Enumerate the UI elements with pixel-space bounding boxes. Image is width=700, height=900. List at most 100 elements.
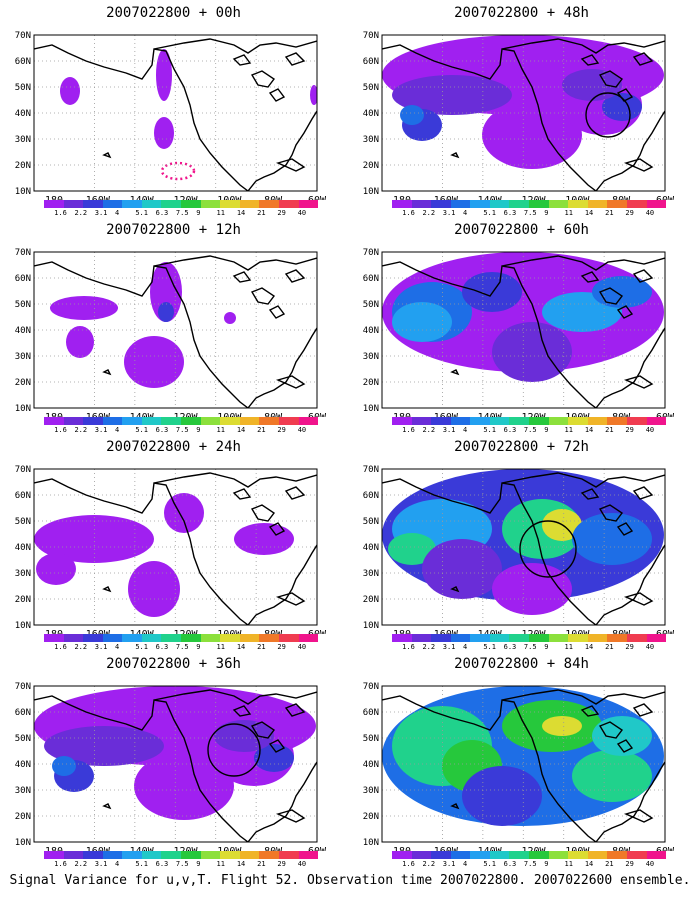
colorbar-swatch — [239, 200, 260, 208]
colorbar-swatch — [181, 851, 201, 859]
lon-label: 100W — [565, 629, 590, 634]
colorbar-label: 5.1 — [483, 209, 496, 217]
lat-label: 10N — [15, 838, 31, 848]
colorbar-label: 1.6 — [54, 426, 67, 434]
colorbar-label: 3.1 — [94, 426, 108, 434]
coastline — [284, 486, 306, 500]
colorbar-swatch — [431, 851, 451, 859]
lat-label: 10N — [363, 621, 379, 631]
lat-label: 50N — [15, 83, 31, 93]
coastline — [153, 472, 317, 488]
coastline — [623, 375, 654, 389]
colorbar-swatch — [122, 417, 142, 425]
colorbar-label: 40 — [297, 209, 307, 217]
colorbar-label: 2.2 — [422, 209, 436, 217]
colorbar-swatch — [450, 851, 471, 859]
coastline — [580, 488, 600, 500]
lat-label: 20N — [15, 595, 31, 605]
lon-label: 180 — [393, 412, 411, 417]
lon-label: 140W — [478, 846, 503, 851]
colorbar-label: 14 — [584, 209, 594, 217]
colorbar-label: 7.5 — [523, 209, 537, 217]
lat-label: 40N — [363, 760, 379, 770]
coastline — [501, 38, 665, 54]
colorbar-label: 21 — [257, 860, 266, 868]
lon-label: 100W — [565, 195, 590, 200]
coastline — [232, 271, 252, 283]
colorbar-label: 7.5 — [175, 426, 189, 434]
variance-blob — [422, 539, 502, 599]
coastline — [34, 261, 249, 408]
colorbar-swatch — [411, 417, 432, 425]
colorbar-swatch — [298, 851, 319, 859]
lat-label: 60N — [363, 491, 379, 501]
colorbar-swatch — [489, 417, 510, 425]
lon-label: 180 — [45, 195, 63, 200]
colorbar-swatch — [220, 200, 240, 208]
colorbar-label: 11 — [564, 209, 573, 217]
panel-title: 2007022800 + 60h — [454, 222, 589, 238]
colorbar-label: 21 — [605, 643, 614, 651]
colorbar-labels: 1.6 2.2 3.1 4 5.1 6.3 7.5 9 11 14 21 29 40 — [392, 426, 666, 436]
panel-title: 2007022800 + 12h — [106, 222, 241, 238]
coastline — [102, 803, 112, 810]
variance-blob — [164, 493, 204, 533]
colorbar-swatch — [298, 417, 319, 425]
variance-map: 70N 60N 50N 40N 30N 20N 10N 180 160W 140W 120W 100W… — [363, 465, 675, 634]
coastline — [580, 271, 600, 283]
coastline — [501, 255, 665, 271]
lon-label: 100W — [217, 846, 242, 851]
variance-blob — [602, 93, 642, 121]
colorbar-labels: 1.6 2.2 3.1 4 5.1 6.3 7.5 9 11 14 21 29 40 — [44, 860, 318, 870]
colorbar-labels: 1.6 2.2 3.1 4 5.1 6.3 7.5 9 11 14 21 29 40 — [392, 643, 666, 653]
colorbar-label: 3.1 — [94, 643, 108, 651]
colorbar-swatch — [529, 200, 549, 208]
colorbar-label: 3.1 — [442, 426, 456, 434]
coastline — [382, 695, 597, 842]
panel-title: 2007022800 + 24h — [106, 439, 241, 455]
panel-title: 2007022800 + 72h — [454, 439, 589, 455]
coastline — [616, 522, 634, 536]
lon-label: 160W — [86, 195, 111, 200]
colorbar-label: 6.3 — [155, 643, 169, 651]
lat-label: 20N — [363, 161, 379, 171]
colorbar-swatch — [587, 417, 608, 425]
colorbar-label: 11 — [564, 426, 573, 434]
colorbar-swatch — [411, 200, 432, 208]
colorbar-label: 9 — [196, 860, 201, 868]
colorbar-label: 1.6 — [54, 643, 67, 651]
colorbar-swatch — [63, 200, 84, 208]
colorbar-swatch — [450, 634, 471, 642]
colorbar-label: 7.5 — [175, 643, 189, 651]
colorbar-swatch — [278, 200, 299, 208]
coastline — [623, 158, 654, 172]
colorbar-label: 29 — [277, 209, 286, 217]
variance-blob — [254, 744, 294, 772]
lon-label: 140W — [130, 195, 155, 200]
colorbar-labels: 1.6 2.2 3.1 4 5.1 6.3 7.5 9 11 14 21 29 40 — [44, 209, 318, 219]
lon-label: 60W — [656, 846, 675, 851]
variance-blob — [492, 563, 572, 615]
lon-label: 180 — [393, 846, 411, 851]
variance-blob — [50, 296, 118, 320]
colorbar-swatch — [102, 634, 123, 642]
map-panel: 2007022800 + 60h 70N 60N 50N 40N 30N 20N 10N 180… — [350, 222, 690, 440]
lat-label: 10N — [15, 187, 31, 197]
colorbar-swatch — [626, 634, 647, 642]
lon-label: 80W — [612, 629, 631, 634]
colorbar-swatch — [122, 851, 142, 859]
lon-label: 180 — [393, 629, 411, 634]
variance-map: 70N 60N 50N 40N 30N 20N 10N 180 160W 140W 120W 100W… — [363, 682, 675, 851]
variance-blob — [44, 726, 164, 766]
variance-blob — [592, 716, 652, 756]
lon-label: 60W — [656, 629, 675, 634]
coastline — [284, 703, 306, 717]
coastline — [250, 287, 276, 305]
colorbar-swatch — [141, 634, 162, 642]
lat-label: 70N — [15, 31, 31, 41]
coastline — [232, 54, 252, 66]
colorbar-swatch — [450, 200, 471, 208]
colorbar — [44, 851, 319, 859]
colorbar-swatch — [548, 417, 569, 425]
lat-label: 10N — [363, 187, 379, 197]
